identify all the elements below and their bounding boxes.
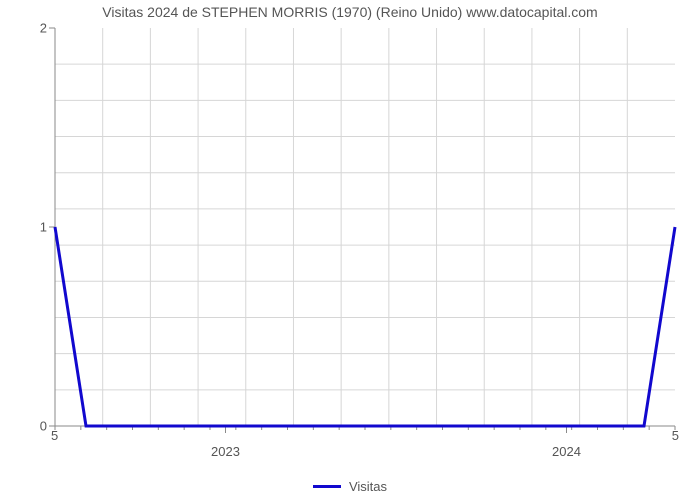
legend-swatch <box>313 485 341 488</box>
x-corner-left: 5 <box>51 428 58 443</box>
x-tick-label: 2024 <box>552 444 581 459</box>
x-tick-label: 2023 <box>211 444 240 459</box>
legend: Visitas <box>0 479 700 494</box>
y-tick-label: 1 <box>40 220 47 235</box>
series-line <box>55 227 675 426</box>
y-tick-label: 2 <box>40 21 47 36</box>
y-tick-label: 0 <box>40 419 47 434</box>
x-corner-right: 5 <box>672 428 679 443</box>
legend-label: Visitas <box>349 479 387 494</box>
plot-svg <box>55 28 675 426</box>
plot-area: 0125520232024 <box>55 28 675 426</box>
chart-title: Visitas 2024 de STEPHEN MORRIS (1970) (R… <box>0 4 700 20</box>
chart-container: Visitas 2024 de STEPHEN MORRIS (1970) (R… <box>0 0 700 500</box>
